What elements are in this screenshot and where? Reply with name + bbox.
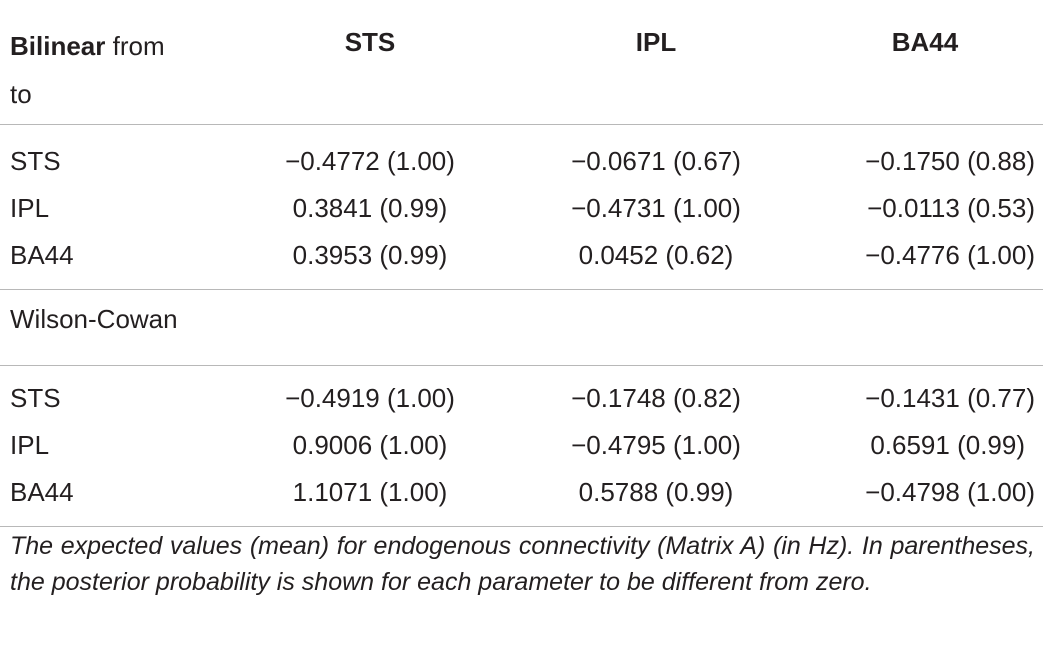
row-label: BA44	[10, 477, 74, 507]
corner-from-label: from	[105, 31, 165, 61]
table-cell: 0.6591 (0.99)	[870, 430, 1025, 460]
table-cell: −0.4798 (1.00)	[865, 477, 1035, 507]
table-cell: −0.4772 (1.00)	[285, 146, 455, 176]
table-cell: 0.3841 (0.99)	[292, 193, 448, 223]
corner-to-label: to	[10, 79, 32, 109]
table-row: IPL 0.3841 (0.99) −0.4731 (1.00) −0.0113…	[0, 185, 1043, 232]
table-cell: −0.0113 (0.53)	[867, 193, 1035, 223]
table-row: BA44 1.1071 (1.00) 0.5788 (0.99) −0.4798…	[0, 469, 1043, 516]
table-cell: 1.1071 (1.00)	[292, 477, 448, 507]
table-caption: The expected values (mean) for endogenou…	[10, 532, 1035, 596]
corner-header: Bilinear from to	[10, 22, 165, 118]
table-cell: 0.9006 (1.00)	[292, 430, 448, 460]
row-label: IPL	[10, 430, 50, 460]
table-cell: 0.3953 (0.99)	[292, 240, 448, 270]
row-label: STS	[10, 383, 61, 413]
table-cell: −0.1748 (0.82)	[571, 383, 741, 413]
table-header: Bilinear from to STS IPL BA44	[0, 0, 1043, 125]
table-row: STS −0.4772 (1.00) −0.0671 (0.67) −0.175…	[0, 138, 1043, 185]
table-cell: −0.0671 (0.67)	[571, 146, 741, 176]
table-cell: −0.1431 (0.77)	[865, 383, 1035, 413]
row-label: BA44	[10, 240, 74, 270]
column-header-sts: STS	[344, 27, 396, 57]
table-cell: −0.4731 (1.00)	[571, 193, 741, 223]
table-row: BA44 0.3953 (0.99) 0.0452 (0.62) −0.4776…	[0, 232, 1043, 279]
section-label-wilson-cowan: Wilson-Cowan	[10, 304, 178, 334]
connectivity-table: Bilinear from to STS IPL BA44 STS −0.477…	[0, 0, 1043, 516]
table-cell: −0.1750 (0.88)	[865, 146, 1035, 176]
table-row: STS −0.4919 (1.00) −0.1748 (0.82) −0.143…	[0, 375, 1043, 422]
table-cell: −0.4919 (1.00)	[285, 383, 455, 413]
table-cell: −0.4776 (1.00)	[865, 240, 1035, 270]
column-header-ipl: IPL	[635, 27, 677, 57]
table-cell: 0.5788 (0.99)	[578, 477, 734, 507]
table-bottom-rule	[0, 526, 1043, 527]
table-cell: 0.0452 (0.62)	[578, 240, 734, 270]
table-row: IPL 0.9006 (1.00) −0.4795 (1.00) 0.6591 …	[0, 422, 1043, 469]
row-label: STS	[10, 146, 61, 176]
bilinear-section: STS −0.4772 (1.00) −0.0671 (0.67) −0.175…	[0, 125, 1043, 289]
wilson-cowan-section: STS −0.4919 (1.00) −0.1748 (0.82) −0.143…	[0, 366, 1043, 516]
section-label-row: Wilson-Cowan	[0, 289, 1043, 366]
row-label: IPL	[10, 193, 50, 223]
column-header-ba44: BA44	[891, 27, 959, 57]
corner-model-name: Bilinear	[10, 31, 106, 61]
table-cell: −0.4795 (1.00)	[571, 430, 741, 460]
